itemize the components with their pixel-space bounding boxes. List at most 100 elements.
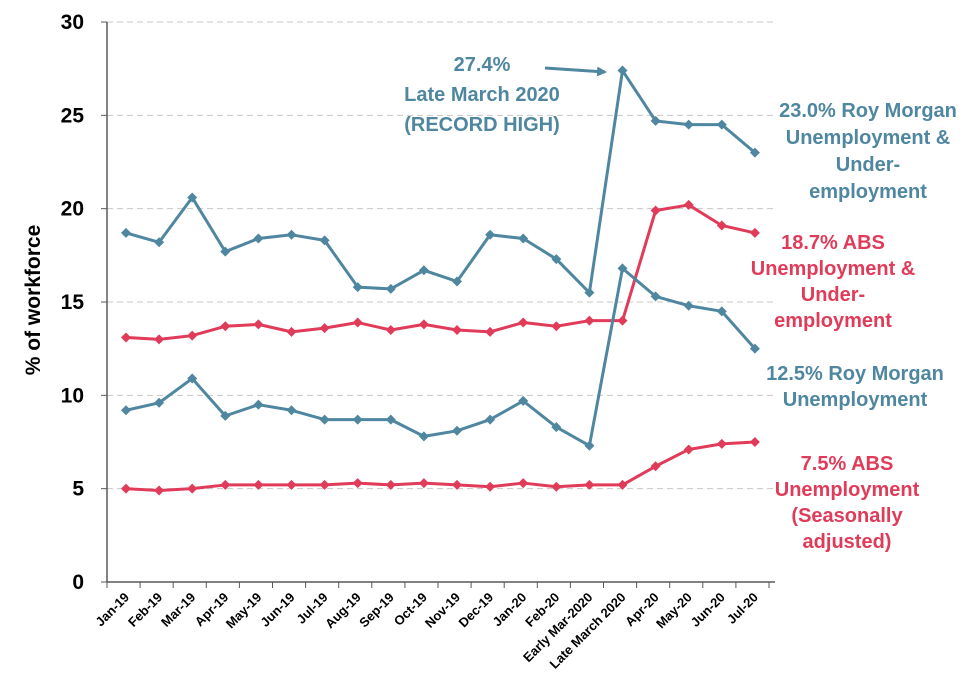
data-point [584, 315, 595, 326]
data-point [485, 229, 496, 240]
data-point [187, 483, 198, 494]
data-point [551, 254, 562, 265]
data-point [385, 414, 396, 425]
data-point [584, 479, 595, 490]
x-tick-label: Jun-19 [257, 590, 297, 630]
data-point [286, 405, 297, 416]
data-point [518, 233, 529, 244]
annotation-line: employment [809, 181, 927, 203]
data-point [716, 119, 727, 130]
data-point [683, 199, 694, 210]
y-axis-label: % of workforce [22, 225, 45, 376]
x-tick-label: Aug-19 [322, 590, 364, 632]
data-point [319, 235, 330, 246]
data-point [154, 397, 165, 408]
y-tick-label: 30 [61, 11, 84, 34]
data-point [584, 440, 595, 451]
data-point [617, 479, 628, 490]
series-line [125, 69, 756, 295]
data-point [518, 478, 529, 489]
data-point [551, 321, 562, 332]
y-tick-label: 5 [72, 478, 84, 501]
annotation-rm_under: 23.0% Roy Morgan Unemployment & Under-empl… [779, 100, 957, 203]
annotation-line: Under- [801, 284, 865, 306]
annotation-line: Unemployment [775, 479, 920, 501]
annotations: 27.4% Late March 2020 (RECORD HIGH) 23.0% R… [404, 54, 957, 553]
data-point [650, 115, 661, 126]
x-tick-label: Sep-19 [356, 590, 397, 631]
data-point [418, 265, 429, 276]
data-point [352, 478, 363, 489]
data-point [418, 478, 429, 489]
data-point [286, 229, 297, 240]
data-point [121, 227, 131, 238]
data-point [319, 323, 330, 334]
data-point [485, 326, 496, 337]
record-arrow [544, 66, 607, 77]
data-point [617, 315, 628, 326]
data-point [617, 263, 628, 274]
annotation-line: Late March 2020 [404, 84, 560, 106]
data-point [650, 291, 661, 302]
x-tick-label: Jan-20 [490, 590, 530, 630]
data-point [121, 405, 131, 416]
annotation-line: (RECORD HIGH) [404, 114, 560, 136]
series-abs_under [121, 199, 760, 345]
annotation-abs_under: 18.7% ABS Unemployment & Under-employment [751, 232, 915, 332]
axes [101, 21, 775, 588]
annotation-line: adjusted) [803, 531, 892, 553]
data-point [352, 282, 363, 293]
series-line [125, 203, 756, 341]
data-point [385, 283, 396, 294]
data-point [452, 276, 462, 287]
x-tick-labels: Jan-19Feb-19Mar-19Apr-19May-19Jun-19Jul-… [92, 590, 761, 672]
data-point [352, 317, 363, 328]
data-point [418, 319, 429, 330]
annotation-line: 27.4% [454, 54, 511, 76]
data-point [220, 410, 231, 421]
annotation-line: 12.5% Roy Morgan [766, 363, 944, 385]
x-tick-label: May-19 [223, 590, 265, 632]
data-point [452, 325, 462, 335]
annotation-rm_unemp: 12.5% Roy Morgan Unemployment [766, 363, 944, 411]
data-point [452, 479, 462, 490]
data-point [452, 425, 462, 436]
x-tick-label: Feb-19 [125, 590, 165, 630]
data-point [286, 326, 297, 337]
x-tick-label: Jan-19 [92, 590, 132, 630]
data-point [187, 330, 198, 341]
data-point [253, 479, 264, 490]
annotation-line: Unemployment & [786, 127, 950, 149]
data-point [385, 325, 396, 335]
y-tick-labels: 0 5 10 15 20 25 30 [61, 11, 85, 594]
annotation-line: Unemployment & [751, 258, 915, 280]
y-tick-label: 25 [61, 104, 85, 127]
data-point [716, 220, 727, 231]
x-tick-label: Dec-19 [455, 590, 496, 631]
data-point [683, 300, 694, 311]
annotation-line: Unemployment [783, 389, 928, 411]
data-point [617, 65, 628, 76]
series-rm_unemp [121, 263, 760, 451]
y-tick-label: 0 [72, 571, 84, 594]
series-group [121, 65, 760, 496]
annotation-line: 7.5% ABS [801, 453, 894, 475]
data-point [220, 321, 231, 332]
data-point [286, 479, 297, 490]
series-line [125, 266, 757, 448]
y-tick-label: 15 [61, 291, 85, 314]
data-point [551, 422, 562, 433]
data-point [749, 227, 760, 238]
data-point [716, 438, 727, 449]
annotation-line: 23.0% Roy Morgan [779, 100, 957, 122]
data-point [749, 437, 760, 447]
data-point [319, 479, 330, 490]
gridlines [107, 21, 775, 490]
data-point [220, 479, 231, 490]
x-tick-label: Mar-19 [158, 590, 198, 630]
data-point [518, 395, 529, 406]
data-point [154, 334, 165, 345]
data-point [485, 481, 496, 492]
annotation-line: 18.7% ABS [781, 232, 885, 254]
